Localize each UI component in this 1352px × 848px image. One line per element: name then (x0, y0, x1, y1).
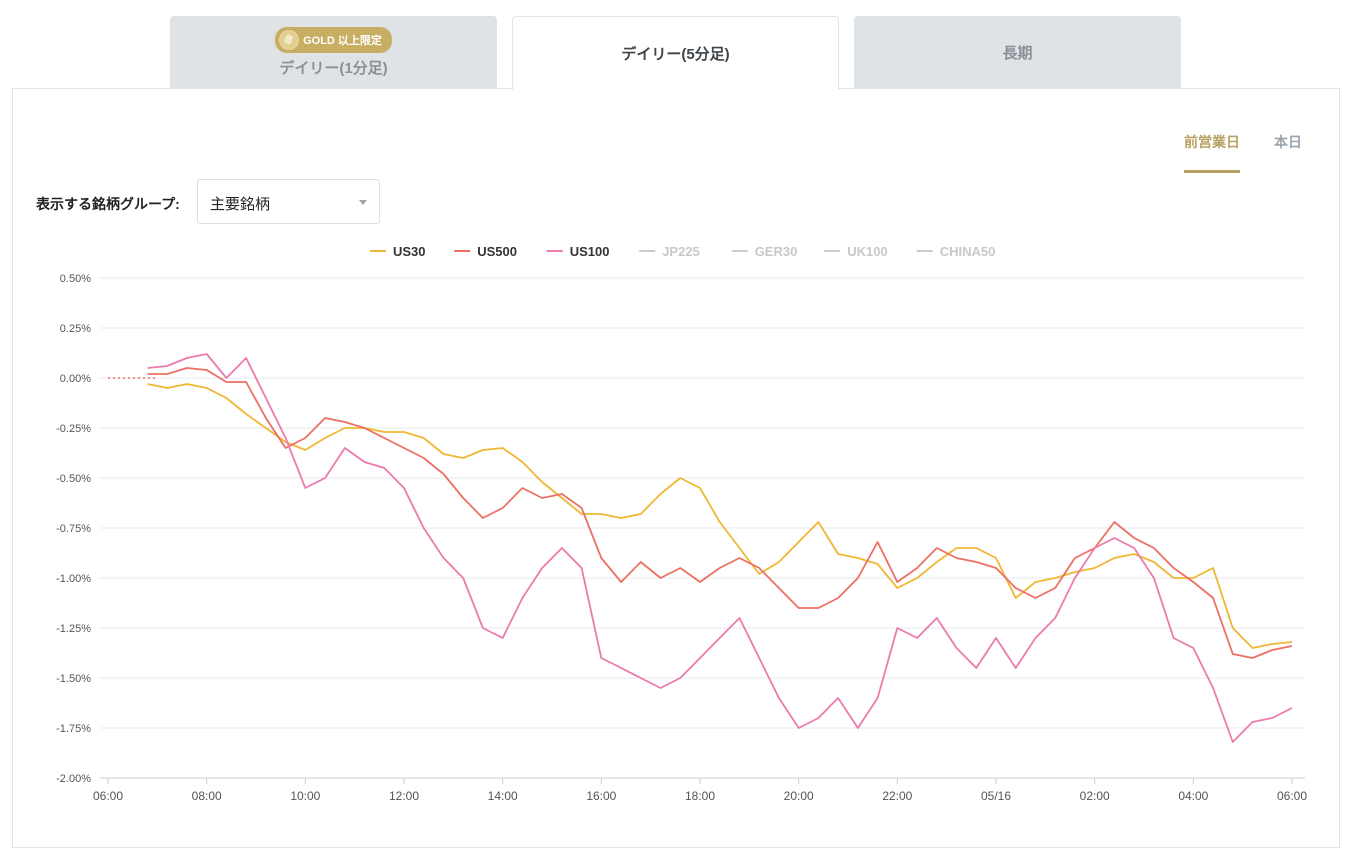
legend-item-ger30: GER30 (755, 244, 798, 259)
gold-coin-icon (279, 30, 300, 50)
x-tick-label: 10:00 (290, 789, 320, 803)
x-tick-label: 06:00 (93, 789, 123, 803)
x-tick-label: 14:00 (488, 789, 518, 803)
x-tick-label: 05/16 (981, 789, 1011, 803)
tab-label: デイリー(1分足) (279, 60, 388, 77)
legend-item-us30: US30 (393, 244, 426, 259)
gold-badge-label: GOLD 以上限定 (303, 35, 382, 47)
y-tick-label: -1.25% (56, 623, 91, 635)
y-tick-label: 0.00% (60, 373, 91, 385)
series-line-us500 (147, 367, 1293, 659)
x-tick-label: 06:00 (1277, 789, 1307, 803)
x-tick-label: 04:00 (1178, 789, 1208, 803)
y-tick-label: 0.50% (60, 273, 91, 285)
chevron-down-icon (359, 200, 367, 205)
tab-daily-1min[interactable]: GOLD 以上限定 デイリー(1分足) (170, 16, 497, 89)
y-tick-label: -1.00% (56, 573, 91, 585)
x-tick-label: 08:00 (192, 789, 222, 803)
tab-previous-day[interactable]: 前営業日 (1184, 128, 1240, 173)
y-tick-label: -0.75% (56, 523, 91, 535)
x-tick-label: 18:00 (685, 789, 715, 803)
x-tick-label: 12:00 (389, 789, 419, 803)
series-line-us30 (147, 383, 1293, 649)
legend-item-us100: US100 (570, 244, 610, 259)
y-tick-label: -0.50% (56, 473, 91, 485)
tab-daily-5min[interactable]: デイリー(5分足) (512, 16, 839, 90)
y-tick-label: -1.75% (56, 723, 91, 735)
x-tick-label: 02:00 (1080, 789, 1110, 803)
legend-item-china50: CHINA50 (940, 244, 996, 259)
legend-item-uk100: UK100 (847, 244, 887, 259)
line-chart: 0.50% 0.25% 0.00% -0.25% -0.50% -0.75% -1.00% -… (56, 244, 1307, 803)
tab-today[interactable]: 本日 (1274, 134, 1302, 150)
tab-label: デイリー(5分足) (621, 46, 730, 63)
x-tick-label: 16:00 (586, 789, 616, 803)
group-label: 表示する銘柄グループ: (36, 196, 180, 212)
gold-badge: GOLD 以上限定 (275, 27, 392, 53)
y-tick-label: -2.00% (56, 773, 91, 785)
x-tick-label: 20:00 (784, 789, 814, 803)
y-tick-label: -0.25% (56, 423, 91, 435)
tab-long-term[interactable]: 長期 (854, 16, 1181, 89)
x-tick-label: 22:00 (882, 789, 912, 803)
tab-bar: GOLD 以上限定 デイリー(1分足) デイリー(5分足) 長期 (0, 0, 1352, 90)
y-tick-label: -1.50% (56, 673, 91, 685)
group-select[interactable]: 主要銘柄 (197, 179, 380, 224)
chart-panel (12, 88, 1340, 848)
legend-item-us500: US500 (477, 244, 517, 259)
series-line-us100 (147, 353, 1293, 743)
y-tick-label: 0.25% (60, 323, 91, 335)
tab-label: 長期 (1002, 45, 1033, 62)
group-select-value: 主要銘柄 (210, 196, 271, 213)
day-tabs: 前営業日 本日 (1184, 128, 1302, 173)
legend-item-jp225: JP225 (662, 244, 700, 259)
